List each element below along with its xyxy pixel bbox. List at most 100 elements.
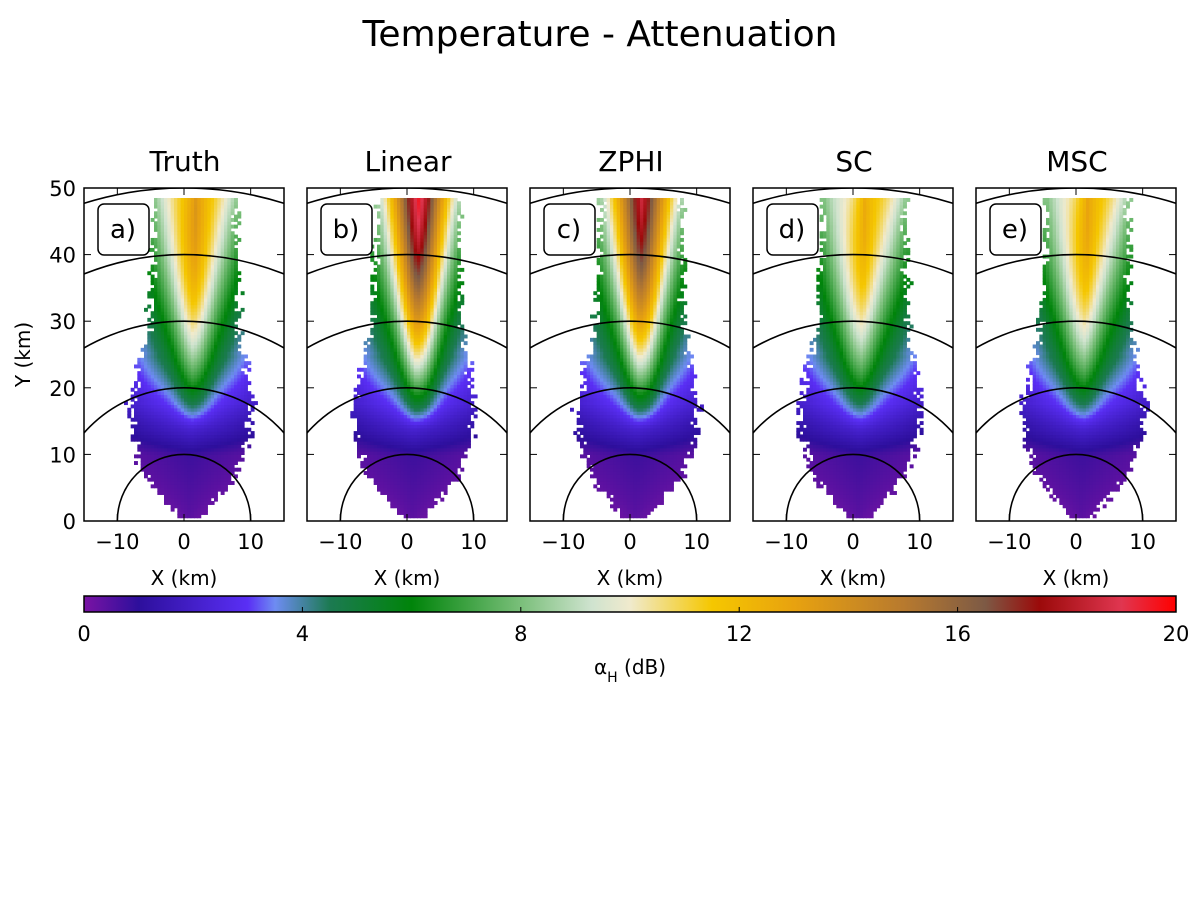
heatmap-cell [383, 264, 388, 269]
heatmap-cell [234, 197, 238, 202]
heatmap-cell [393, 414, 398, 419]
heatmap-cell [240, 447, 245, 452]
heatmap-cell [204, 241, 208, 246]
heatmap-cell [403, 491, 408, 495]
heatmap-cell [134, 437, 138, 442]
heatmap-cell [224, 361, 228, 366]
heatmap-cell [237, 354, 242, 359]
heatmap-cell [437, 401, 441, 406]
heatmap-cell [174, 261, 178, 266]
heatmap-cell [437, 357, 441, 362]
heatmap-cell [160, 307, 165, 312]
heatmap-cell [204, 501, 208, 505]
heatmap-cell [184, 317, 188, 322]
heatmap-cell [164, 344, 168, 349]
heatmap-cell [420, 504, 425, 509]
heatmap-cell [390, 467, 395, 472]
heatmap-cell [417, 374, 421, 379]
heatmap-cell [437, 241, 441, 246]
heatmap-cell [197, 237, 202, 242]
heatmap-cell [177, 244, 182, 249]
heatmap-cell [447, 351, 451, 356]
heatmap-cell [413, 421, 418, 426]
heatmap-cell [393, 437, 398, 442]
heatmap-cell [403, 364, 408, 369]
heatmap-cell [197, 367, 202, 372]
heatmap-cell [447, 264, 451, 269]
heatmap-cell [437, 444, 441, 449]
heatmap-cell [440, 387, 445, 392]
heatmap-cell [417, 247, 421, 252]
heatmap-cell [383, 241, 388, 246]
heatmap-cell [150, 291, 155, 296]
heatmap-cell [147, 374, 152, 379]
heatmap-cell [397, 197, 401, 202]
heatmap-cell [417, 361, 421, 366]
heatmap-cell [230, 357, 235, 362]
heatmap-cell [214, 497, 218, 502]
heatmap-cell [237, 441, 242, 446]
heatmap-cell [234, 424, 238, 429]
heatmap-cell [144, 457, 148, 462]
heatmap-cell [413, 491, 418, 495]
heatmap-cell [214, 307, 218, 312]
heatmap-cell [190, 437, 195, 442]
heatmap-cell [430, 317, 435, 322]
heatmap-cell [440, 257, 445, 262]
heatmap-cell [194, 381, 198, 386]
heatmap-cell [220, 404, 225, 409]
heatmap-cell [400, 271, 405, 276]
heatmap-cell [160, 224, 165, 229]
heatmap-cell [210, 294, 215, 299]
heatmap-cell [407, 477, 411, 482]
heatmap-cell [194, 511, 198, 515]
heatmap-cell [413, 297, 418, 302]
y-tick-label: 20 [49, 377, 76, 401]
heatmap-cell [400, 431, 405, 436]
heatmap-cell [194, 234, 198, 239]
heatmap-cell [240, 381, 245, 386]
heatmap-cell [383, 304, 388, 309]
heatmap-cell [447, 441, 451, 446]
heatmap-cell [230, 321, 235, 326]
heatmap-cell [160, 261, 165, 266]
heatmap-cell [403, 391, 408, 396]
heatmap-cell [204, 444, 208, 449]
heatmap-cell [220, 311, 225, 316]
heatmap-cell [370, 424, 375, 429]
heatmap-cell [174, 387, 178, 392]
heatmap-cell [423, 394, 428, 399]
heatmap-cell [413, 241, 418, 246]
heatmap-cell [224, 374, 228, 379]
heatmap-cell [190, 261, 195, 266]
heatmap-cell [157, 297, 162, 302]
heatmap-cell [427, 494, 431, 499]
heatmap-cell [174, 247, 178, 252]
heatmap-cell [403, 481, 408, 485]
heatmap-cell [447, 457, 451, 462]
heatmap-cell [360, 427, 365, 432]
heatmap-cell [214, 381, 218, 386]
heatmap-cell [437, 334, 441, 339]
heatmap-cell [387, 254, 391, 259]
heatmap-cell [437, 301, 441, 306]
heatmap-cell [200, 237, 205, 242]
heatmap-cell [377, 287, 381, 292]
heatmap-cell [393, 271, 398, 276]
heatmap-cell [174, 324, 178, 329]
heatmap-cell [383, 467, 388, 472]
heatmap-cell [417, 234, 421, 239]
heatmap-cell [367, 414, 371, 419]
heatmap-cell [187, 394, 192, 399]
heatmap-cell [157, 364, 162, 369]
heatmap-cell [220, 354, 225, 359]
heatmap-cell [410, 217, 415, 222]
heatmap-cell [353, 411, 358, 416]
heatmap-cell [217, 421, 222, 426]
heatmap-cell [144, 384, 148, 389]
heatmap-cell [363, 461, 368, 465]
heatmap-cell [417, 281, 421, 286]
heatmap-cell [197, 324, 202, 329]
heatmap-cell [187, 447, 192, 452]
heatmap-cell [433, 211, 438, 216]
